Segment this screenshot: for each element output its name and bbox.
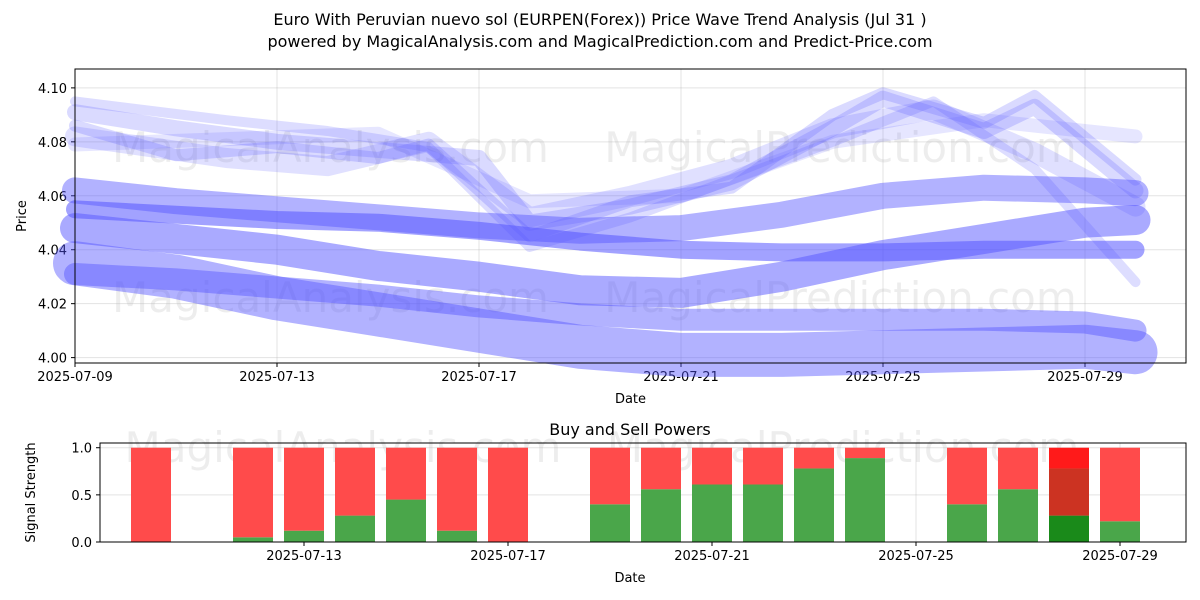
buy-power-bar bbox=[386, 499, 426, 542]
sell-power-bar bbox=[1049, 447, 1089, 469]
sell-power-bar bbox=[437, 447, 477, 531]
sell-power-bar bbox=[284, 447, 324, 531]
x-tick-label: 2025-07-29 bbox=[1047, 370, 1123, 385]
sell-power-bar bbox=[386, 447, 426, 500]
buy-power-bar bbox=[845, 458, 885, 542]
sell-power-bar bbox=[641, 447, 681, 490]
buy-power-bar bbox=[590, 504, 630, 542]
watermark-text: MagicalAnalysis.com bbox=[112, 123, 549, 172]
sell-power-bar bbox=[1100, 447, 1140, 522]
plot-frame bbox=[74, 68, 1187, 364]
bar-y-tick-label: 1.0 bbox=[71, 442, 92, 457]
y-tick-label: 4.06 bbox=[38, 190, 67, 205]
y-tick-label: 4.02 bbox=[38, 298, 67, 313]
wave-series-line bbox=[53, 241, 1158, 377]
x-tick-label: 2025-07-13 bbox=[239, 370, 315, 385]
bar-x-tick-label: 2025-07-25 bbox=[878, 549, 954, 564]
buy-sell-power-panel: MagicalAnalysis.comMagicalPrediction.com… bbox=[24, 420, 1187, 586]
buy-power-bar bbox=[998, 489, 1038, 542]
bar-x-tick-label: 2025-07-13 bbox=[266, 549, 342, 564]
buy-power-bar bbox=[284, 530, 324, 542]
y-axis-label: Price bbox=[15, 200, 30, 232]
buy-power-bar bbox=[1100, 521, 1140, 542]
x-tick-label: 2025-07-25 bbox=[845, 370, 921, 385]
price-wave-panel: MagicalAnalysis.com MagicalPrediction.com… bbox=[15, 68, 1187, 407]
x-tick-label: 2025-07-09 bbox=[37, 370, 113, 385]
bar-plot-frame bbox=[99, 442, 1187, 543]
sell-power-bar bbox=[590, 447, 630, 505]
bar-y-tick-label: 0.0 bbox=[71, 536, 92, 551]
wave-series-line bbox=[67, 90, 1144, 231]
buy-power-bar bbox=[641, 489, 681, 542]
x-tick-label: 2025-07-17 bbox=[441, 370, 517, 385]
sell-power-bar bbox=[488, 447, 528, 542]
sell-power-bar bbox=[335, 447, 375, 516]
buy-power-bar bbox=[1049, 515, 1089, 542]
wave-series-line bbox=[60, 205, 1151, 308]
sell-power-bar bbox=[998, 447, 1038, 490]
sell-power-bar bbox=[947, 447, 987, 505]
wave-series-line bbox=[68, 113, 1143, 209]
sell-power-bar bbox=[845, 447, 885, 459]
buy-power-bar bbox=[947, 504, 987, 542]
y-tick-label: 4.00 bbox=[38, 352, 67, 367]
x-axis-label: Date bbox=[615, 392, 646, 407]
chart-subtitle: powered by MagicalAnalysis.com and Magic… bbox=[267, 32, 933, 51]
bar-x-tick-label: 2025-07-17 bbox=[470, 549, 546, 564]
y-tick-label: 4.08 bbox=[38, 136, 67, 151]
buy-power-bar bbox=[437, 530, 477, 542]
sell-power-bar bbox=[743, 447, 783, 485]
chart-title: Euro With Peruvian nuevo sol (EURPEN(For… bbox=[273, 10, 927, 29]
bar-chart-title: Buy and Sell Powers bbox=[549, 420, 711, 439]
wave-series-line bbox=[64, 263, 1147, 342]
buy-power-bar bbox=[743, 484, 783, 542]
x-tick-label: 2025-07-21 bbox=[643, 370, 719, 385]
bar-y-tick-label: 0.5 bbox=[71, 489, 92, 504]
bar-x-tick-label: 2025-07-21 bbox=[674, 549, 750, 564]
wave-series-line bbox=[62, 174, 1149, 244]
wave-series-line bbox=[69, 87, 1142, 243]
sell-power-bar bbox=[233, 447, 273, 538]
wave-series-line bbox=[65, 99, 1146, 228]
sell-power-bar bbox=[794, 447, 834, 469]
buy-power-bar bbox=[233, 537, 273, 542]
wave-series-line bbox=[70, 96, 1141, 288]
bar-y-axis-label: Signal Strength bbox=[24, 442, 39, 542]
wave-series-line bbox=[66, 200, 1145, 262]
buy-power-bar bbox=[335, 515, 375, 542]
buy-power-bar bbox=[794, 468, 834, 542]
sell-power-bar bbox=[692, 447, 732, 485]
watermark-text: MagicalPrediction.com bbox=[604, 123, 1077, 172]
sell-power-bar bbox=[131, 447, 171, 542]
y-tick-label: 4.04 bbox=[38, 244, 67, 259]
sell-power-bar bbox=[1049, 468, 1089, 516]
bar-x-axis-label: Date bbox=[614, 571, 645, 586]
y-tick-label: 4.10 bbox=[38, 82, 67, 97]
bar-x-tick-label: 2025-07-29 bbox=[1082, 549, 1158, 564]
buy-power-bar bbox=[692, 484, 732, 542]
